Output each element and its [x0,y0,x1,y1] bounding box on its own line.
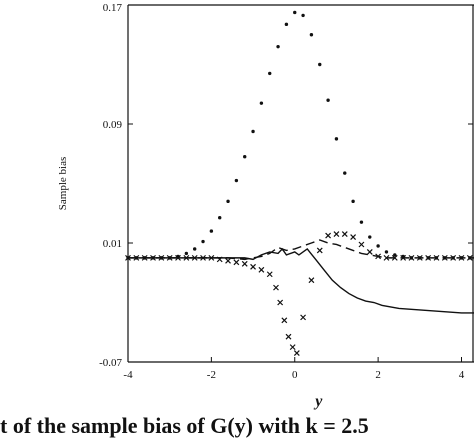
cross-point [325,232,332,239]
dot-point [351,199,355,204]
x-tick-label: -4 [123,369,133,381]
cross-point [293,350,300,356]
dot-point [343,171,347,175]
dot-point [359,220,364,224]
dot-point [393,253,397,257]
dot-point [184,251,189,256]
cross-point [285,333,292,340]
cross-point [308,277,315,284]
cross-point [250,263,256,270]
dot-point [251,129,255,134]
dot-point [368,235,372,239]
cross-point [383,254,390,261]
solid-series-line [128,247,474,314]
dot-point [301,13,305,18]
x-tick-label: -2 [207,369,216,381]
dot-point [334,137,339,141]
cross-point [425,254,432,261]
x-tick-label: 0 [292,369,298,381]
dot-point [243,155,247,159]
cross-point [316,247,323,254]
sample-bias-chart: -0.07 0.01 0.09 0.17 -4 -2 0 2 4 Sample bias y [57,2,474,410]
dot-point [209,229,214,233]
x-tick-label: 4 [459,369,465,381]
dot-point [326,98,330,102]
cross-point [266,271,273,278]
cross-point [233,259,240,266]
dot-point [234,178,239,183]
y-tick-label: -0.07 [99,357,122,369]
axis-ticks: -0.07 0.01 0.09 0.17 -4 -2 0 2 4 [99,2,473,381]
cross-point [289,344,296,351]
dot-point [226,199,230,204]
cross-point [225,257,231,264]
dot-point [309,33,314,37]
dot-point [268,71,272,76]
cross-point [277,299,284,306]
dot-point [318,62,322,67]
dot-point [192,247,197,251]
cross-point [350,234,357,240]
dot-point [218,216,222,220]
dot-point [376,244,380,248]
cross-point [258,266,265,273]
cross-point [300,314,307,321]
figure-caption: t of the sample bias of G(y) with k = 2.… [0,413,369,438]
y-tick-label: 0.01 [103,238,122,250]
cross-point [273,284,279,291]
cross-point [333,231,340,237]
plot-frame [127,4,474,363]
dot-point [201,239,205,244]
y-axis-label: Sample bias [57,157,69,210]
x-axis-label: y [313,393,323,410]
dot-point [276,44,280,49]
dot-point [259,101,264,105]
series-marks [125,10,474,356]
cross-point [358,241,365,248]
dot-point [284,22,289,27]
cross-point [366,249,373,255]
cross-point [466,254,473,261]
y-tick-label: 0.09 [103,119,123,131]
dot-point [293,10,297,15]
cross-point [408,254,415,261]
cross-point [450,254,457,261]
y-tick-label: 0.17 [103,2,123,14]
x-tick-label: 2 [375,369,381,381]
cross-point [281,317,288,324]
dashed-series-line [128,239,474,261]
cross-point [341,231,348,237]
dot-point [384,250,389,254]
cross-point [241,260,248,267]
